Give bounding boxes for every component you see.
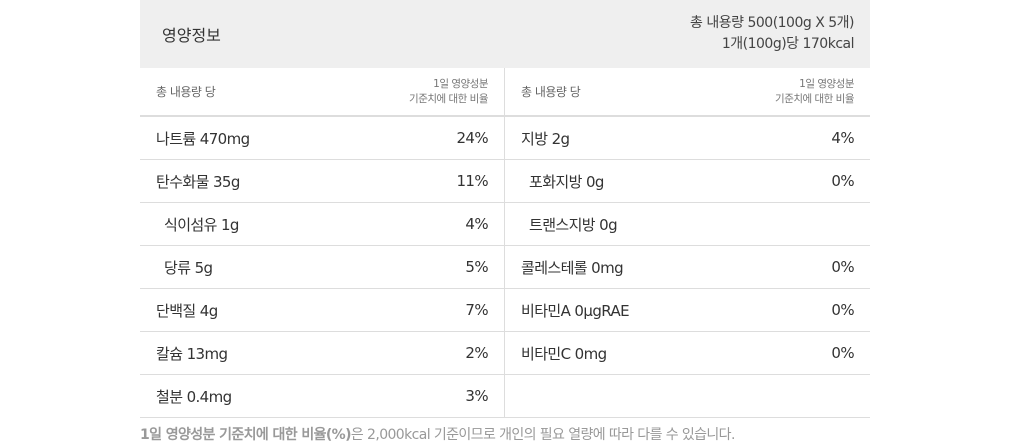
nutrient-name: 식이섬유 1g: [164, 215, 239, 234]
nutrient-row: 콜레스테롤 0mg 0%: [505, 246, 870, 289]
nutrient-percent: 24%: [456, 129, 488, 147]
nutrient-name: 철분 0.4mg: [156, 387, 232, 406]
nutrient-row: 나트륨 470mg 24%: [140, 117, 504, 160]
nutrient-row: 식이섬유 1g 4%: [140, 203, 504, 246]
nutrient-name: 트랜스지방 0g: [529, 215, 618, 234]
serving-summary: 총 내용량 500(100g X 5개) 1개(100g)당 170kcal: [690, 13, 854, 55]
nutrient-row: 당류 5g 5%: [140, 246, 504, 289]
nutrient-name: 단백질 4g: [156, 301, 218, 320]
nutrient-name: 당류 5g: [164, 258, 213, 277]
nutrient-name: 나트륨 470mg: [156, 129, 250, 148]
subheader-label: 총 내용량 당: [156, 85, 216, 99]
footnote: 1일 영양성분 기준치에 대한 비율(%)은 2,000kcal 기준이므로 개…: [140, 424, 735, 444]
nutrient-percent: 0%: [831, 344, 854, 362]
nutrient-percent: 0%: [831, 172, 854, 190]
table-title: 영양정보: [162, 26, 221, 45]
nutrient-row: 포화지방 0g 0%: [505, 160, 870, 203]
nutrient-percent: 5%: [465, 258, 488, 276]
nutrient-name: 비타민A 0μgRAE: [521, 301, 630, 320]
nutrient-name: 콜레스테롤 0mg: [521, 258, 624, 277]
nutrient-name: 포화지방 0g: [529, 172, 604, 191]
nutrient-row: 철분 0.4mg 3%: [140, 375, 504, 418]
ratio-line1: 1일 영양성분: [433, 77, 488, 90]
nutrient-row: 칼슘 13mg 2%: [140, 332, 504, 375]
footnote-text: 은 2,000kcal 기준이므로 개인의 필요 열량에 따라 다를 수 있습니…: [350, 427, 736, 443]
nutrient-name: 칼슘 13mg: [156, 344, 228, 363]
nutrient-row: [505, 375, 870, 418]
nutrient-percent: 0%: [831, 258, 854, 276]
total-content: 총 내용량 500(100g X 5개): [690, 15, 854, 31]
subheader-label: 총 내용량 당: [521, 85, 581, 99]
nutrient-name: 지방 2g: [521, 129, 570, 148]
nutrient-row: 트랜스지방 0g: [505, 203, 870, 246]
nutrient-row: 비타민C 0mg 0%: [505, 332, 870, 375]
nutrient-percent: 4%: [465, 215, 488, 233]
nutrient-percent: 2%: [465, 344, 488, 362]
nutrient-percent: 7%: [465, 301, 488, 319]
nutrient-name: 탄수화물 35g: [156, 172, 240, 191]
nutrition-table: 영양정보 총 내용량 500(100g X 5개) 1개(100g)당 170k…: [140, 0, 870, 418]
nutrient-percent: 3%: [465, 387, 488, 405]
ratio-line1: 1일 영양성분: [799, 77, 854, 90]
nutrient-percent: 0%: [831, 301, 854, 319]
table-header: 영양정보 총 내용량 500(100g X 5개) 1개(100g)당 170k…: [140, 0, 870, 68]
nutrient-percent: 11%: [456, 172, 488, 190]
nutrient-name: 비타민C 0mg: [521, 344, 607, 363]
footnote-bold: 1일 영양성분 기준치에 대한 비율(%): [140, 427, 352, 443]
nutrient-row: 탄수화물 35g 11%: [140, 160, 504, 203]
calories-per-unit: 1개(100g)당 170kcal: [721, 36, 855, 52]
nutrient-row: 비타민A 0μgRAE 0%: [505, 289, 870, 332]
nutrient-row: 단백질 4g 7%: [140, 289, 504, 332]
nutrient-percent: 4%: [831, 129, 854, 147]
ratio-line2: 기준치에 대한 비율: [775, 92, 854, 105]
nutrient-row: 지방 2g 4%: [505, 117, 870, 160]
ratio-line2: 기준치에 대한 비율: [409, 92, 488, 105]
